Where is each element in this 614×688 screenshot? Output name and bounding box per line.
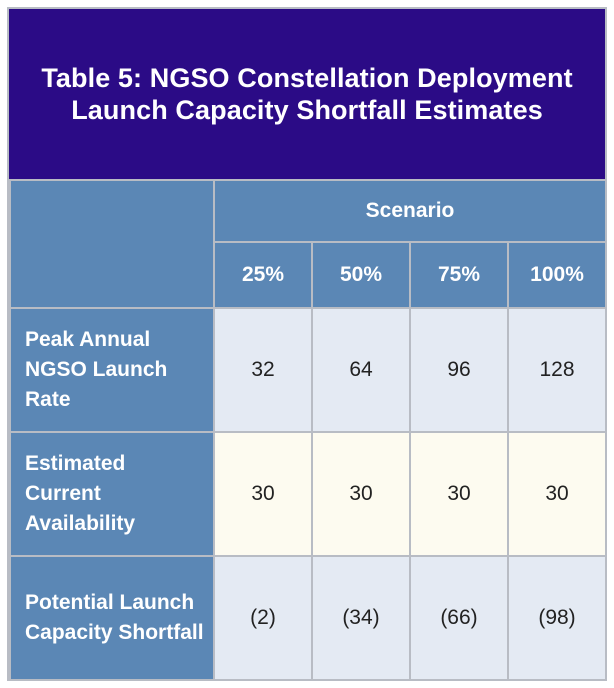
table-title-banner: Table 5: NGSO Constellation Deployment L… bbox=[9, 9, 605, 179]
table-cell: (2) bbox=[213, 555, 313, 681]
group-header-row: Scenario bbox=[9, 179, 608, 309]
row-label: Potential Launch Capacity Shortfall bbox=[9, 555, 215, 681]
column-header: 50% bbox=[311, 241, 411, 309]
column-header-row: 25% 50% 75% 100% bbox=[10, 241, 608, 309]
table-row: Potential Launch Capacity Shortfall (2) … bbox=[9, 555, 608, 681]
scenario-group-header: Scenario bbox=[212, 179, 608, 243]
table-cell: 96 bbox=[409, 307, 509, 433]
table-row: Peak Annual NGSO Launch Rate 32 64 96 12… bbox=[9, 307, 608, 433]
header-corner-cell bbox=[9, 179, 215, 309]
shortfall-table: Scenario 25% 50% 75% 100% Peak Annual NG… bbox=[9, 179, 608, 681]
column-header: 100% bbox=[506, 241, 608, 309]
table-cell: (66) bbox=[409, 555, 509, 681]
row-label: Peak Annual NGSO Launch Rate bbox=[9, 307, 215, 433]
row-label: Estimated Current Availability bbox=[9, 431, 215, 557]
table-cell: 32 bbox=[213, 307, 313, 433]
table-cell: (34) bbox=[311, 555, 411, 681]
column-header: 75% bbox=[409, 241, 509, 309]
table-cell: 30 bbox=[409, 431, 509, 557]
table-cell: 30 bbox=[311, 431, 411, 557]
table-cell: 30 bbox=[213, 431, 313, 557]
table-title: Table 5: NGSO Constellation Deployment L… bbox=[41, 63, 573, 125]
column-header: 25% bbox=[213, 241, 313, 309]
table-frame: Table 5: NGSO Constellation Deployment L… bbox=[7, 7, 608, 681]
table-cell: 64 bbox=[311, 307, 411, 433]
table-cell: (98) bbox=[506, 555, 608, 681]
table-row: Estimated Current Availability 30 30 30 … bbox=[9, 431, 608, 557]
table-cell: 30 bbox=[506, 431, 608, 557]
table-cell: 128 bbox=[506, 307, 608, 433]
